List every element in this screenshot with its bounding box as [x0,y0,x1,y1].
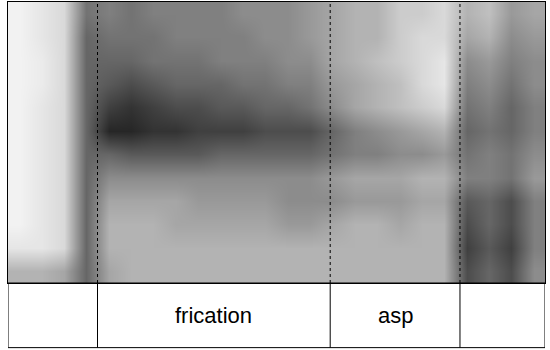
svg-text:frication: frication [175,303,252,328]
svg-text:asp: asp [378,303,413,328]
